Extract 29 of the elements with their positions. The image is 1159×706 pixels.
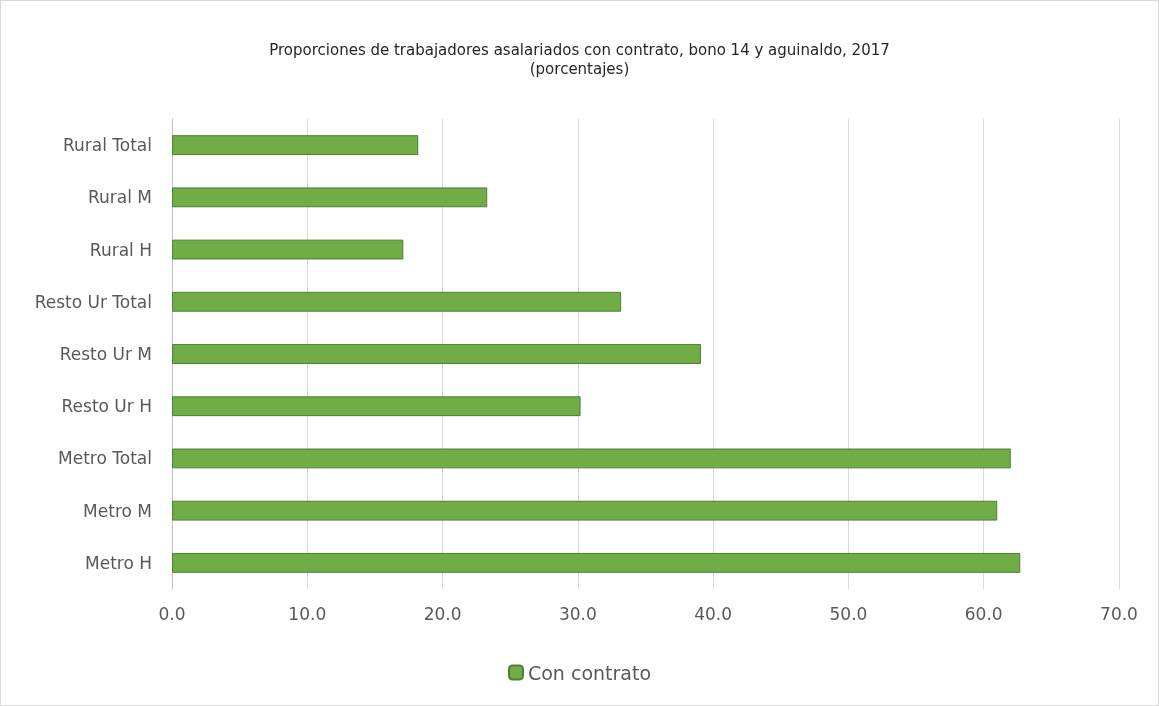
y-tick-label: Rural M [87,187,152,208]
x-tick-label: 50.0 [829,603,868,624]
bar [172,552,1021,573]
y-tick-label: Rural H [89,239,152,260]
x-tick-label: 30.0 [558,603,597,624]
y-tick-label: Metro M [83,500,152,521]
y-tick-label: Metro Total [58,448,152,469]
x-tick-label: 10.0 [288,603,327,624]
bar [172,239,404,260]
bar [172,135,419,156]
bar [172,291,622,312]
y-tick-label: Rural Total [62,135,152,156]
y-tick-label: Resto Ur Total [34,291,152,312]
x-tick-label: 20.0 [423,603,462,624]
bar [172,396,581,417]
bar [172,344,701,364]
y-tick-label: Metro H [85,552,152,573]
x-tick-label: 70.0 [1100,603,1138,624]
y-tick-label: Resto Ur M [59,344,152,364]
chart-title: Proporciones de trabajadores asalariados con contrato, bono 14 y aguinaldo, 2017 [269,40,890,59]
bar [172,448,1011,469]
x-tick-label: 60.0 [964,603,1003,624]
bar [172,187,488,208]
chart-subtitle: (porcentajes) [529,59,630,78]
x-tick-label: 0.0 [158,603,186,624]
x-tick-label: 40.0 [694,603,733,624]
legend-label: Con contrato [527,661,652,684]
bar [172,500,998,521]
y-tick-label: Resto Ur H [61,396,152,417]
